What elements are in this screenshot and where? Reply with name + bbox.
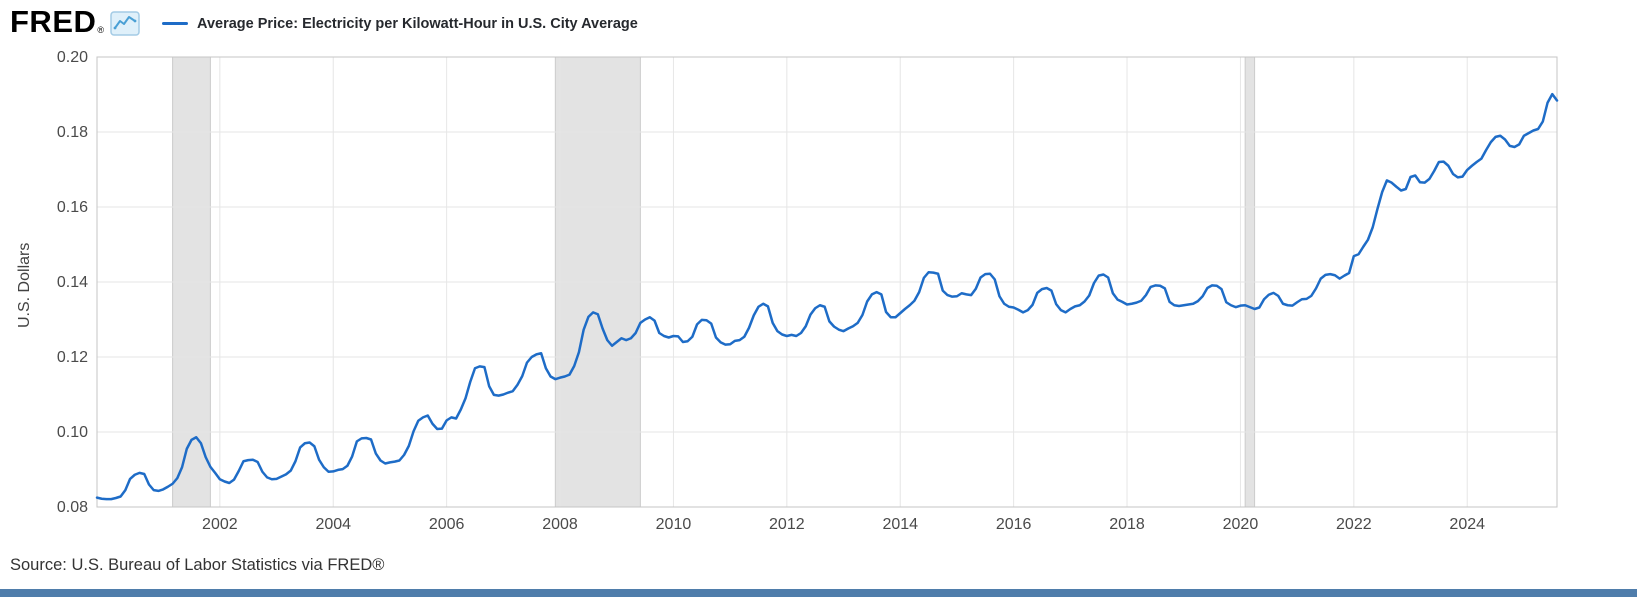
legend-line-swatch: [162, 22, 189, 25]
legend-label: Average Price: Electricity per Kilowatt-…: [197, 15, 638, 32]
x-tick-label: 2018: [1109, 516, 1145, 533]
y-tick-label: 0.16: [57, 199, 88, 216]
x-tick-label: 2020: [1223, 516, 1259, 533]
x-tick-label: 2002: [202, 516, 238, 533]
y-tick-label: 0.18: [57, 124, 88, 141]
y-tick-label: 0.10: [57, 424, 88, 441]
fred-logo[interactable]: FRED ®: [10, 6, 140, 37]
y-tick-label: 0.20: [57, 49, 88, 66]
y-tick-label: 0.14: [57, 274, 88, 291]
x-tick-label: 2012: [769, 516, 805, 533]
fred-logo-text: FRED: [10, 4, 97, 39]
x-tick-label: 2024: [1449, 516, 1485, 533]
x-tick-label: 2006: [429, 516, 465, 533]
x-tick-label: 2016: [996, 516, 1032, 533]
legend: Average Price: Electricity per Kilowatt-…: [162, 16, 638, 32]
price-line-chart: 2002 2004 2006 2008 2010 2012 2014 2016 2018 2020…: [57, 49, 1559, 533]
series-line: [95, 92, 1559, 501]
x-tick-label: 2004: [315, 516, 351, 533]
registered-mark: ®: [97, 25, 105, 35]
fred-sparkline-icon: [110, 11, 140, 36]
bottom-bar: [0, 589, 1637, 597]
plot-frame: [96, 56, 1558, 508]
source-note: Source: U.S. Bureau of Labor Statistics …: [10, 556, 385, 574]
chart-header: FRED ® Average Price: Electricity per Ki…: [10, 6, 638, 37]
y-tick-label: 0.08: [57, 499, 88, 516]
x-tick-label: 2008: [542, 516, 578, 533]
chart-plot[interactable]: 2002 2004 2006 2008 2010 2012 2014 2016 2018 2020…: [0, 45, 1637, 550]
x-tick-label: 2022: [1336, 516, 1372, 533]
y-tick-label: 0.12: [57, 349, 88, 366]
x-tick-label: 2010: [656, 516, 692, 533]
x-tick-label: 2014: [882, 516, 918, 533]
